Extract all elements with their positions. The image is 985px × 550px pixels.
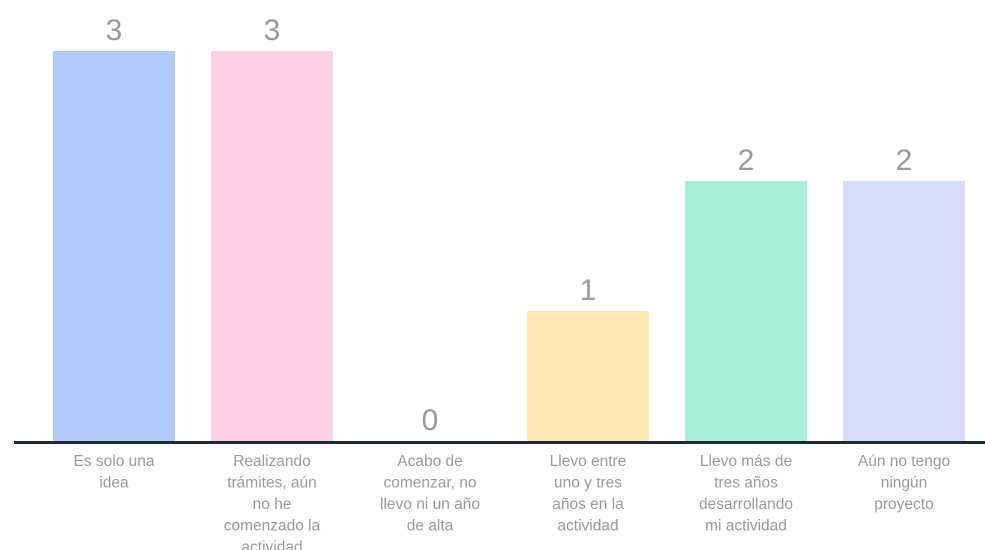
bar-value-label: 2 bbox=[896, 144, 913, 177]
bar-value-label: 3 bbox=[106, 14, 123, 47]
category-label-line: comenzar, no bbox=[383, 475, 476, 492]
value-labels-group: 3 3 0 1 2 2 bbox=[106, 14, 913, 437]
category-label: Es solo una idea bbox=[74, 453, 155, 492]
category-label-line: Realizando bbox=[233, 453, 311, 470]
category-label-line: tres años bbox=[714, 475, 778, 492]
bar bbox=[53, 51, 175, 441]
category-label-line: idea bbox=[99, 475, 129, 492]
category-label: Llevo entre uno y tres años en la actividad bbox=[550, 453, 627, 535]
category-label-line: actividad bbox=[241, 539, 302, 550]
bar-value-label: 0 bbox=[422, 404, 439, 437]
category-label-line: uno y tres bbox=[554, 475, 622, 492]
category-label-line: no he bbox=[253, 496, 292, 513]
category-label-line: Llevo más de bbox=[700, 453, 792, 470]
category-label-line: de alta bbox=[407, 518, 454, 535]
category-label-line: actividad bbox=[557, 518, 618, 535]
bar-value-label: 2 bbox=[738, 144, 755, 177]
category-label-line: ningún bbox=[881, 475, 928, 492]
category-label-line: mi actividad bbox=[705, 518, 787, 535]
bar bbox=[843, 181, 965, 441]
category-label: Acabo de comenzar, no llevo ni un año de al… bbox=[380, 453, 480, 535]
category-label-line: años en la bbox=[552, 496, 624, 513]
bar bbox=[527, 311, 649, 441]
category-label: Realizando trámites, aún no he comenzado la… bbox=[224, 453, 321, 550]
bar-value-label: 3 bbox=[264, 14, 281, 47]
category-label: Aún no tengo ningún proyecto bbox=[858, 453, 950, 513]
bars-group bbox=[53, 51, 965, 441]
category-label-line: Acabo de bbox=[397, 453, 463, 470]
category-label-line: Aún no tengo bbox=[858, 453, 950, 470]
category-labels-group: Es solo una idea Realizando trámites, aún no… bbox=[74, 453, 951, 550]
category-label-line: comenzado la bbox=[224, 518, 321, 535]
bar-value-label: 1 bbox=[580, 274, 597, 307]
category-label-line: trámites, aún bbox=[227, 475, 317, 492]
category-label-line: Llevo entre bbox=[550, 453, 627, 470]
category-label-line: llevo ni un año bbox=[380, 496, 480, 513]
category-label-line: desarrollando bbox=[699, 496, 793, 513]
bar bbox=[685, 181, 807, 441]
category-label: Llevo más de tres años desarrollando mi act… bbox=[699, 453, 793, 535]
category-label-line: Es solo una bbox=[74, 453, 155, 470]
bar bbox=[211, 51, 333, 441]
category-label-line: proyecto bbox=[874, 496, 933, 513]
